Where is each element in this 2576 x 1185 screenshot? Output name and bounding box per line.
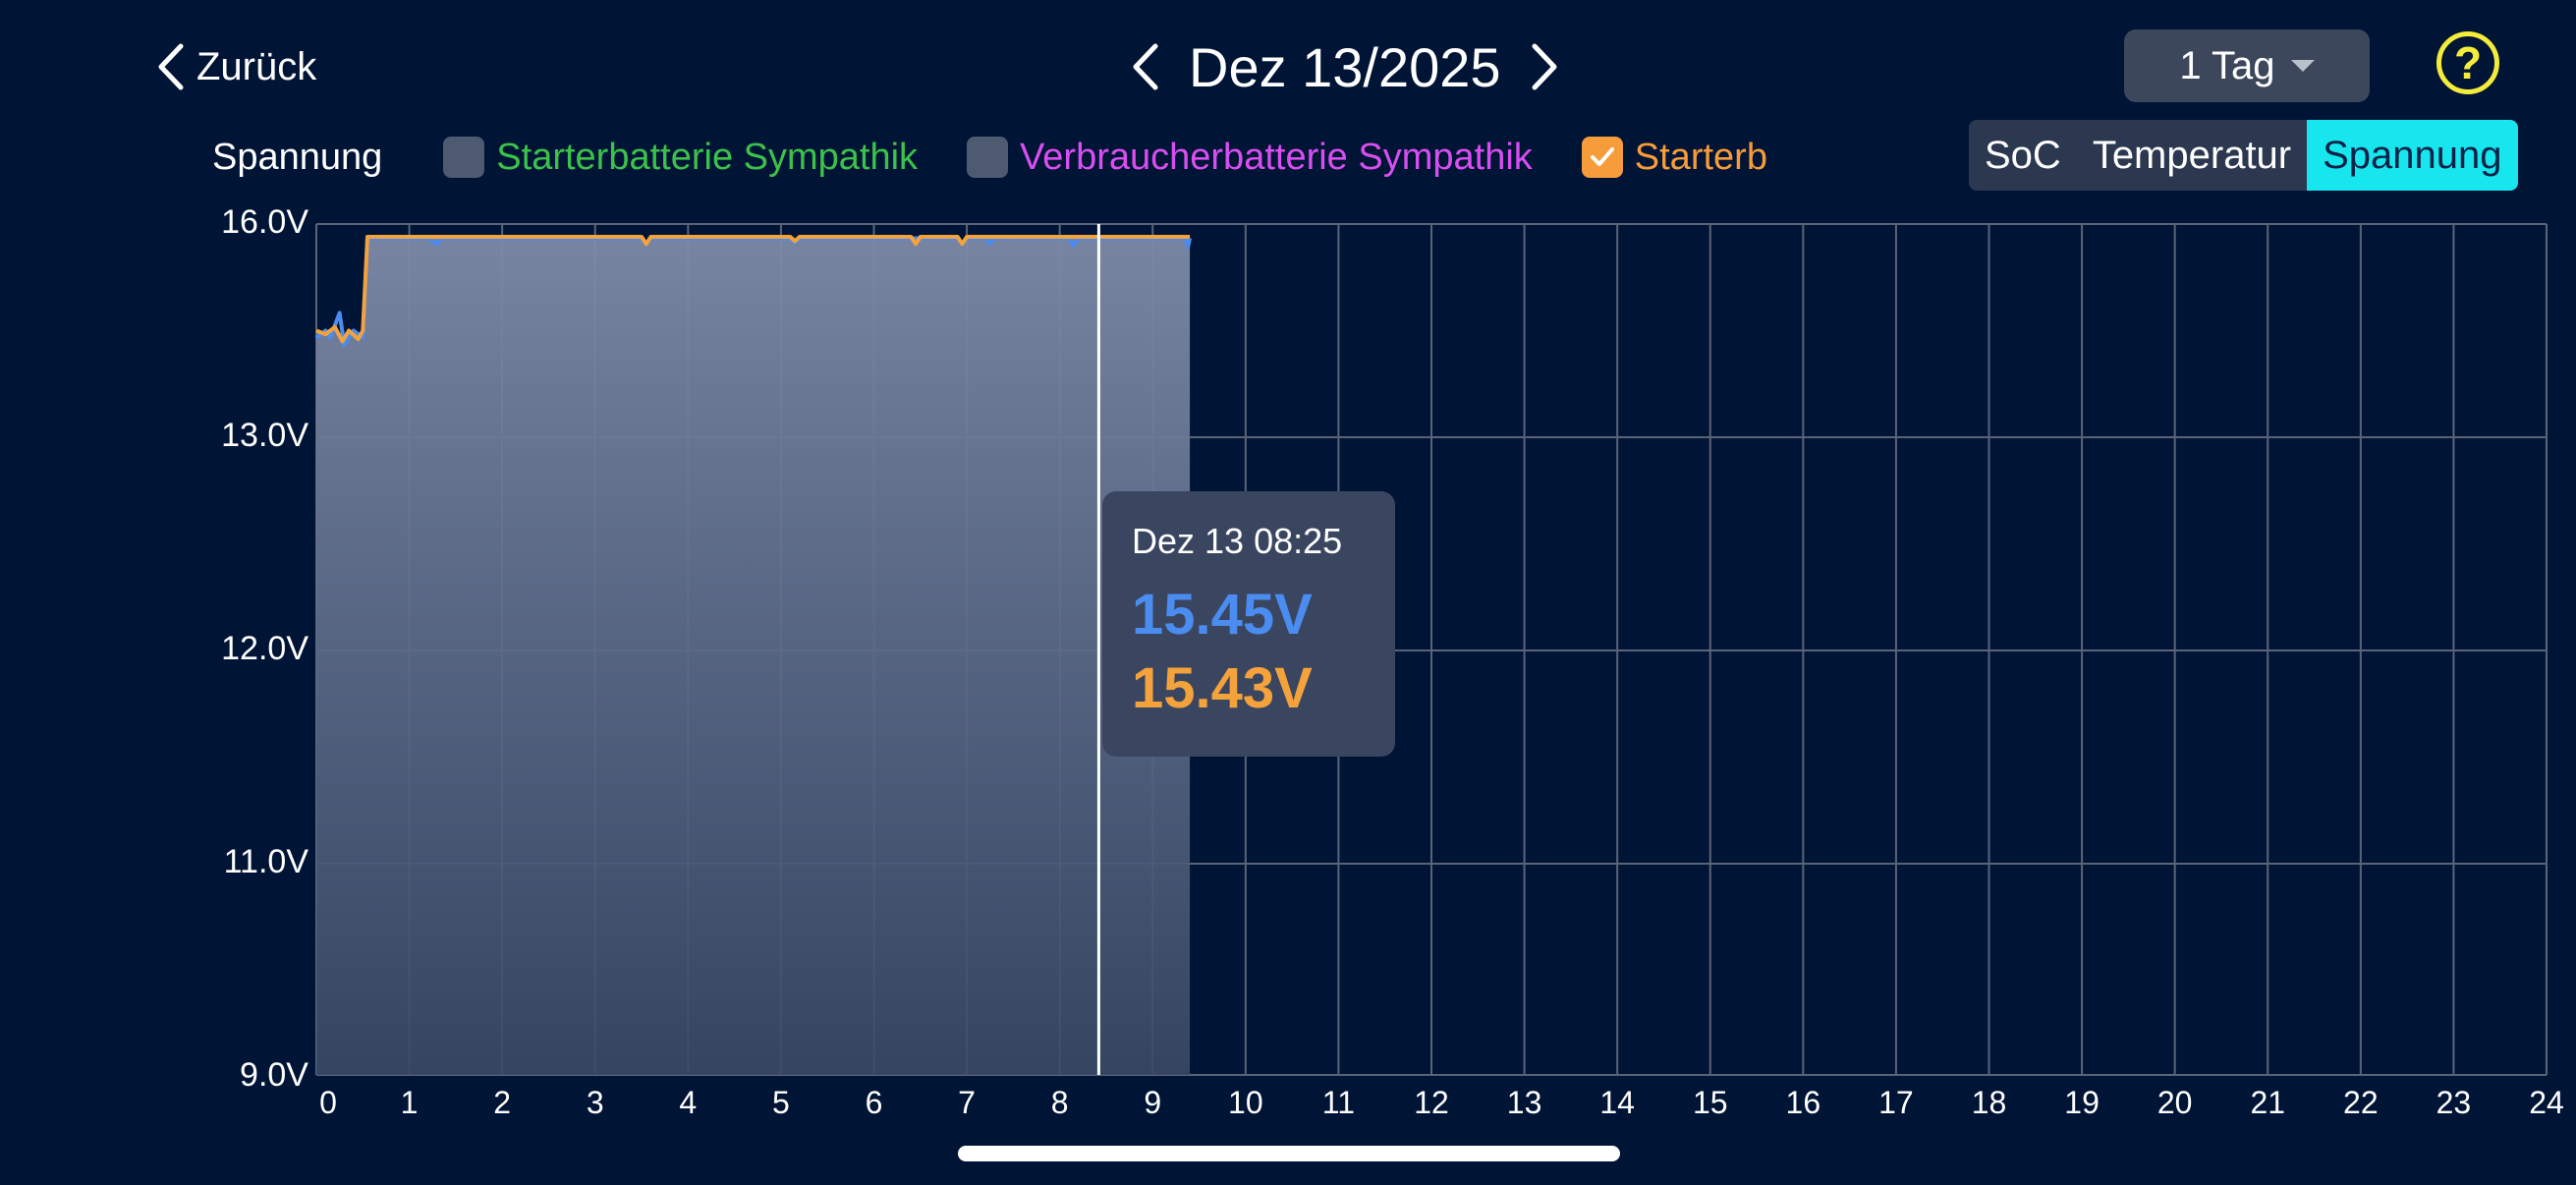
area-fill: [316, 237, 1190, 1075]
tooltip-value-blue: 15.45V: [1132, 582, 1313, 648]
home-indicator: [958, 1146, 1620, 1161]
chart-area-fill: [316, 237, 1190, 1075]
tooltip-date: Dez 13 08:25: [1132, 521, 1342, 562]
tooltip-value-orange: 15.43V: [1132, 655, 1313, 721]
chart-tooltip: Dez 13 08:25 15.45V 15.43V: [1102, 491, 1395, 757]
